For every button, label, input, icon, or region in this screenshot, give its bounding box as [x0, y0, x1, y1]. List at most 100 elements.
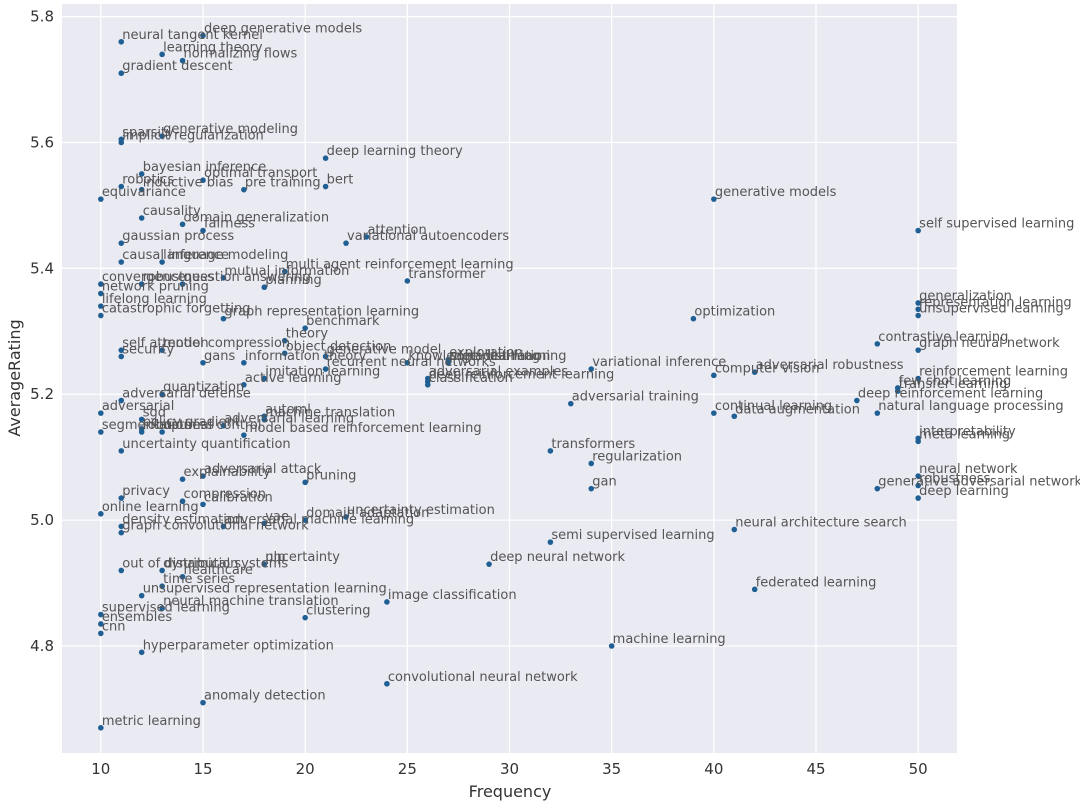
- data-point: [894, 388, 901, 394]
- data-point-label: meta learning: [449, 349, 540, 364]
- data-point-label: classification: [429, 371, 513, 386]
- data-point: [302, 325, 308, 331]
- data-point-label: uncertainty quantification: [122, 437, 290, 452]
- data-point: [588, 485, 595, 492]
- data-point: [179, 573, 186, 580]
- data-point: [138, 592, 145, 599]
- data-point: [731, 413, 738, 420]
- data-point: [588, 366, 595, 372]
- x-tick-label: 25: [398, 760, 417, 778]
- data-point: [179, 476, 186, 483]
- data-point-label: adversarial attack: [204, 462, 322, 477]
- data-point-label: learning theory: [163, 40, 263, 55]
- data-point-label: implicit regularization: [122, 128, 264, 143]
- data-point-label: domain generalization: [184, 210, 330, 225]
- data-point: [915, 312, 921, 319]
- data-point: [138, 416, 145, 423]
- data-point: [118, 495, 125, 501]
- data-point: [384, 599, 390, 605]
- data-point-label: model compression: [163, 336, 290, 351]
- data-point: [281, 350, 288, 357]
- data-point: [98, 312, 104, 319]
- data-point-label: imitation learning: [265, 365, 380, 380]
- data-point-label: sgd: [143, 405, 166, 420]
- data-point-label: optimal control: [163, 418, 261, 433]
- y-axis-title: AverageRating: [5, 319, 24, 436]
- data-point: [98, 281, 104, 287]
- data-point-label: causality: [143, 204, 201, 219]
- data-point: [547, 448, 554, 454]
- x-tick-label: 50: [909, 760, 928, 778]
- data-point-label: equivariance: [102, 185, 186, 200]
- data-point-label: data augmentation: [735, 402, 860, 417]
- data-point: [200, 32, 206, 39]
- data-point-label: online learning: [102, 500, 199, 515]
- data-point-label: out of distribution: [122, 556, 238, 571]
- data-point: [731, 526, 738, 533]
- data-point-label: machine learning: [613, 632, 726, 647]
- data-point-label: adversarial training: [572, 390, 699, 405]
- data-point: [261, 284, 268, 291]
- data-point-label: gradient descent: [122, 59, 232, 74]
- data-point-label: representation learning: [919, 295, 1072, 310]
- y-tick-label: 5.6: [30, 133, 54, 151]
- data-point: [281, 268, 288, 275]
- data-point-label: clustering: [306, 604, 370, 619]
- data-point: [915, 482, 921, 489]
- data-point-label: vae: [265, 509, 289, 524]
- data-point: [241, 359, 247, 366]
- data-point-label: meta learning: [919, 427, 1010, 442]
- data-point: [118, 397, 125, 404]
- data-point-label: natural language processing: [878, 399, 1063, 414]
- data-point-label: nlp: [265, 550, 285, 565]
- data-point: [608, 643, 615, 649]
- y-tick-label: 5.4: [30, 259, 54, 277]
- data-point-label: adversarial learning: [224, 412, 354, 427]
- data-point: [322, 366, 329, 372]
- data-point-label: transformers: [551, 437, 635, 452]
- data-point-label: exploration: [449, 346, 522, 361]
- data-point: [874, 485, 881, 492]
- data-point: [118, 523, 125, 530]
- x-tick-label: 35: [602, 760, 621, 778]
- data-point-label: neural network: [919, 462, 1018, 477]
- data-point-label: uncertainty: [265, 550, 340, 565]
- data-point-label: continual learning: [715, 399, 832, 414]
- data-point-label: deep neural network: [490, 550, 625, 565]
- data-point: [159, 567, 165, 574]
- data-point-label: fairness: [204, 217, 255, 232]
- data-point: [343, 240, 349, 246]
- data-point: [915, 495, 921, 501]
- data-point-label: adversarial defense: [122, 387, 251, 402]
- data-point-label: machine translation: [265, 405, 395, 420]
- data-point-label: security: [122, 342, 174, 357]
- data-point: [711, 372, 717, 379]
- data-point: [241, 432, 247, 438]
- data-point: [118, 70, 125, 77]
- data-point-label: automl: [265, 402, 311, 417]
- x-tick-labels: 10 15 20 25 30 35 40 45 50: [91, 760, 927, 778]
- data-point: [322, 353, 329, 360]
- data-point: [322, 183, 329, 190]
- data-point-label: lifelong learning: [102, 292, 207, 307]
- data-point: [138, 281, 145, 287]
- data-point-label: convolutional neural network: [388, 670, 578, 685]
- data-point-label: interpretability: [919, 424, 1016, 439]
- data-point-label: robustness: [143, 270, 214, 285]
- data-point-label: bayesian inference: [143, 160, 267, 175]
- data-point: [98, 410, 104, 416]
- data-point: [179, 57, 186, 64]
- data-point-label: transformer: [408, 267, 486, 282]
- data-point-label: deep reinforcement learning: [429, 368, 614, 383]
- data-point: [98, 630, 104, 637]
- data-point: [138, 429, 145, 435]
- data-point-label: computer vision: [715, 361, 820, 376]
- data-point: [200, 699, 206, 706]
- data-point: [159, 605, 165, 612]
- data-point: [568, 400, 574, 407]
- data-point: [384, 680, 390, 687]
- data-point: [98, 303, 104, 309]
- x-tick-label: 30: [500, 760, 519, 778]
- data-point-label: generative models: [715, 185, 837, 200]
